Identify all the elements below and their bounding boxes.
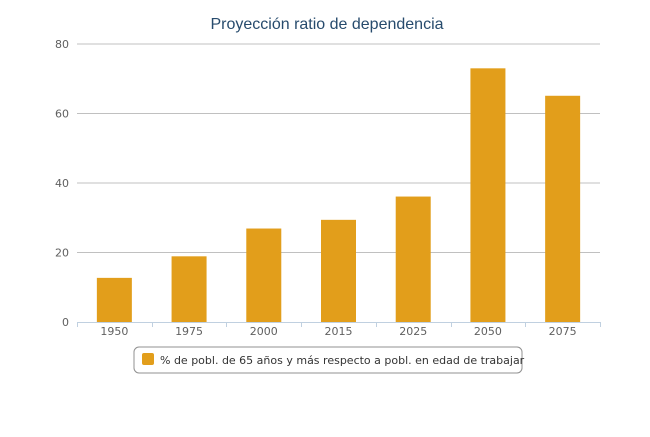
- bar-1950[interactable]: [96, 277, 132, 322]
- x-tick-label: 2075: [549, 325, 577, 338]
- y-tick-label: 0: [62, 316, 69, 329]
- x-tick-label: 2025: [399, 325, 427, 338]
- y-tick-label: 20: [55, 247, 69, 260]
- bar-2025[interactable]: [395, 196, 431, 322]
- y-tick-label: 40: [55, 177, 69, 190]
- legend-swatch: [142, 353, 154, 365]
- legend-label[interactable]: % de pobl. de 65 años y más respecto a p…: [160, 354, 525, 367]
- bar-1975[interactable]: [171, 256, 207, 322]
- bar-2050[interactable]: [470, 68, 506, 322]
- y-tick-label: 60: [55, 108, 69, 121]
- x-tick-label: 2050: [474, 325, 502, 338]
- x-tick-label: 1975: [175, 325, 203, 338]
- chart-title: Proyección ratio de dependencia: [210, 16, 443, 33]
- y-tick-label: 80: [55, 38, 69, 51]
- bar-2075[interactable]: [545, 95, 581, 322]
- y-axis-ticks: 0 20 40 60 80: [55, 38, 69, 329]
- bar-2015[interactable]: [321, 219, 356, 322]
- x-tick-label: 1950: [100, 325, 128, 338]
- legend[interactable]: % de pobl. de 65 años y más respecto a p…: [133, 346, 525, 374]
- bars: [96, 68, 581, 322]
- x-tick-label: 2000: [250, 325, 278, 338]
- x-tick-label: 2015: [325, 325, 353, 338]
- legend-box: [133, 346, 523, 374]
- bar-2000[interactable]: [246, 228, 282, 322]
- x-axis: 1950 1975 2000 2015 2025 2050 2075: [77, 322, 601, 338]
